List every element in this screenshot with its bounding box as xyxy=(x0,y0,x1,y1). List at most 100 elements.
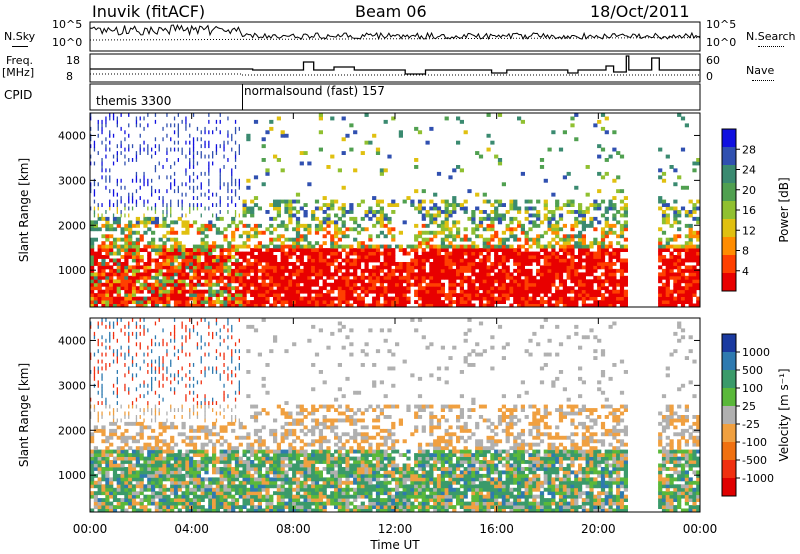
power-cell xyxy=(227,275,232,280)
velocity-cell xyxy=(173,467,179,471)
power-cell xyxy=(547,223,552,228)
power-cell xyxy=(619,289,625,294)
power-cell xyxy=(417,303,423,308)
power-cell xyxy=(349,286,354,291)
power-cell xyxy=(135,258,140,263)
power-cell xyxy=(669,289,674,294)
power-cell xyxy=(246,282,251,287)
power-cell xyxy=(322,300,327,304)
power-cell xyxy=(154,300,159,304)
velocity-cell xyxy=(97,508,102,513)
power-cell xyxy=(360,248,365,252)
power-cell xyxy=(250,282,255,287)
power-cell xyxy=(181,300,186,304)
power-cell xyxy=(360,300,365,304)
power-cell xyxy=(196,255,201,259)
power-cell xyxy=(288,296,293,301)
power-cell xyxy=(177,216,182,221)
power-cell xyxy=(93,272,98,277)
power-cell xyxy=(440,237,445,242)
power-cell xyxy=(97,182,99,187)
power-cell xyxy=(90,279,95,284)
velocity-cell xyxy=(97,342,99,347)
velocity-cell xyxy=(242,501,247,506)
power-cell xyxy=(124,223,129,228)
power-cell xyxy=(280,265,285,270)
power-cell xyxy=(665,244,670,249)
velocity-cell xyxy=(135,404,138,409)
velocity-cell xyxy=(162,460,167,464)
power-cell xyxy=(101,161,103,166)
power-cell xyxy=(665,265,670,270)
velocity-cell xyxy=(101,449,106,454)
velocity-cell xyxy=(135,363,138,367)
power-cell xyxy=(269,251,274,256)
power-cell xyxy=(170,203,172,207)
power-cell xyxy=(597,279,602,284)
power-cell xyxy=(665,241,670,246)
power-cell xyxy=(280,244,285,249)
velocity-cell xyxy=(189,491,194,496)
velocity-cell xyxy=(219,491,224,496)
power-cell xyxy=(375,268,381,273)
power-cell xyxy=(234,258,240,263)
power-cell xyxy=(490,248,495,252)
power-cell xyxy=(578,258,583,263)
velocity-cell xyxy=(181,480,186,485)
power-ytick-label: 3000 xyxy=(58,174,86,187)
power-cell xyxy=(280,248,285,252)
velocity-cell xyxy=(242,460,247,464)
velocity-cell xyxy=(162,328,164,333)
power-cell xyxy=(463,265,468,270)
power-cell xyxy=(589,265,594,270)
power-cell xyxy=(257,255,262,259)
power-cell xyxy=(387,216,392,221)
power-cell xyxy=(696,199,701,204)
power-cell xyxy=(227,158,229,162)
power-cell xyxy=(170,282,175,287)
power-cell xyxy=(475,265,480,270)
power-cell xyxy=(242,279,247,284)
power-cell xyxy=(608,282,613,287)
power-cell xyxy=(227,133,229,138)
velocity-cell xyxy=(242,435,247,440)
power-cell xyxy=(509,216,514,221)
power-cell xyxy=(135,275,140,280)
power-cell xyxy=(162,279,167,284)
power-cell xyxy=(574,234,579,239)
power-cell xyxy=(547,268,552,273)
velocity-cell xyxy=(128,387,130,392)
velocity-cell xyxy=(227,373,229,378)
power-cell xyxy=(421,251,426,256)
power-cell xyxy=(253,279,259,284)
power-cell xyxy=(539,303,545,308)
power-cell xyxy=(368,258,373,263)
velocity-cell xyxy=(131,473,137,478)
velocity-cell xyxy=(250,473,255,478)
power-cell xyxy=(135,230,140,235)
power-cell xyxy=(147,289,152,294)
velocity-cell xyxy=(120,484,125,489)
power-cell xyxy=(593,296,598,301)
velocity-cell xyxy=(112,349,115,354)
power-cell xyxy=(452,220,457,225)
power-cell xyxy=(177,286,182,291)
velocity-cell xyxy=(242,449,247,454)
power-cell xyxy=(532,289,537,294)
power-cell xyxy=(219,303,224,308)
power-cell xyxy=(192,303,198,308)
power-cell xyxy=(307,251,312,256)
power-cell xyxy=(604,286,609,291)
velocity-cell xyxy=(231,408,233,412)
power-cell xyxy=(524,272,529,277)
velocity-cell xyxy=(196,508,201,513)
velocity-cell xyxy=(101,390,103,395)
power-cell xyxy=(677,220,682,225)
velocity-cell xyxy=(200,505,205,509)
velocity-cell xyxy=(112,432,118,437)
power-cell xyxy=(528,220,533,225)
power-cell xyxy=(215,126,218,131)
power-cell xyxy=(90,113,92,117)
power-cell xyxy=(578,251,583,256)
power-cell xyxy=(478,265,484,270)
